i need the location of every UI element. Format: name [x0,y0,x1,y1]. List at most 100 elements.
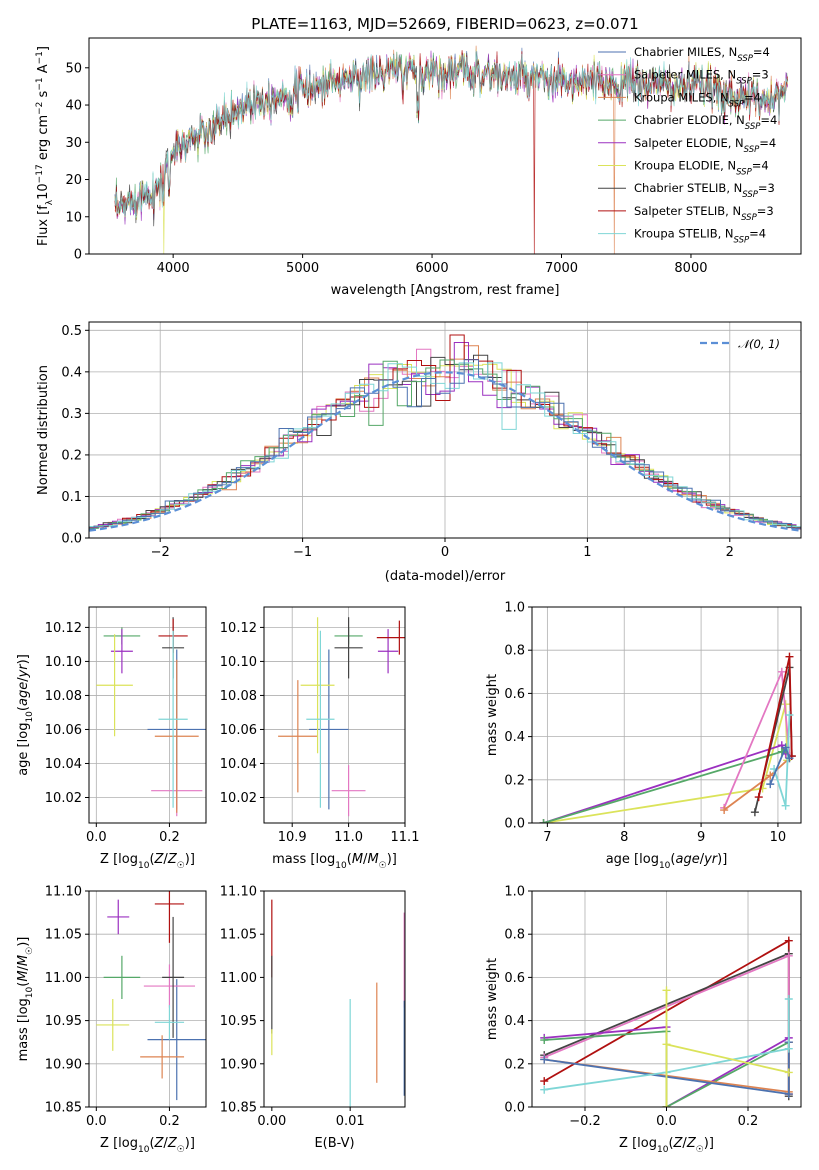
y-tick-label: 10.85 [220,1101,257,1116]
x-tick-label: 1 [583,545,591,560]
panel-age_vs_mass: 10.9 11.0 11.1 10.02 10.04 10.06 10.08 10.10 10.… [220,606,419,871]
y-tick-label: 10.02 [220,791,257,806]
y-tick-label: 1.0 [504,885,525,900]
y-tick-label: 10.02 [45,791,82,806]
axes-frame [263,890,406,1108]
x-tick-label: 7000 [545,261,578,276]
y-tick-label: 10.90 [45,1057,82,1072]
y-tick-label: 10.06 [220,723,257,738]
y-tick-label: 10.04 [45,757,82,772]
x-tick-label: 0.0 [86,1114,107,1129]
y-tick-label: 11.10 [220,885,257,900]
errorbar-point [107,899,130,935]
plot-area-residuals [89,334,801,532]
weight-marker [784,951,793,960]
weight-marker [750,808,759,817]
x-tick-label: −2 [151,545,170,560]
axes-frame [531,606,802,824]
weight-marker [784,1044,793,1053]
legend-label: Salpeter STELIB, NSSP=3 [634,204,774,223]
y-tick-label: 50 [65,61,82,76]
x-tick-label: 11.0 [334,830,363,845]
x-axis-label: Z [log10(Z/Z☉)] [100,1136,195,1155]
legend: 𝒩(0, 1) [700,337,780,351]
y-tick-label: 0.2 [504,1057,525,1072]
axes-frame [88,37,802,255]
y-tick-label: 11.05 [220,928,257,943]
weight-line [544,999,790,1091]
histogram-step [89,342,801,530]
errorbar-point [306,630,335,808]
weight-marker [662,986,671,995]
plot-area-mass_vs_ebv [271,899,405,1107]
weight-marker [662,1040,671,1049]
y-tick-label: 0.3 [61,407,82,422]
errorbar-point [376,620,405,655]
figure-title: PLATE=1163, MJD=52669, FIBERID=0623, z=0… [251,15,638,33]
y-axis-label: age [log10(age/yr)] [16,654,35,776]
histogram-step [89,359,801,530]
x-axis-label: Z [log10(Z/Z☉)] [100,852,195,871]
legend-label: Chabrier STELIB, NSSP=3 [634,181,775,200]
errorbar-point [154,659,199,813]
y-tick-label: 0.0 [504,817,525,832]
weight-marker [777,667,786,676]
weight-marker [781,743,790,752]
weight-marker [766,780,775,789]
weight-marker [785,652,794,661]
y-tick-label: 11.00 [45,971,82,986]
y-tick-label: 0.4 [504,730,525,745]
legend-label: Kroupa MILES, NSSP=4 [634,90,761,109]
weight-marker [784,995,793,1003]
weight-marker [784,1068,793,1077]
x-tick-label: 0.0 [86,830,107,845]
errorbar-point [96,999,130,1051]
y-axis-label: mass [log10(M/M☉)] [16,937,35,1062]
y-axis-label: mass weight [485,674,500,756]
panel-residuals: −2 −1 0 1 2 0.0 0.1 0.2 0.3 0.4 0.5 𝒩(0, 1) (data-mo… [36,321,802,584]
x-tick-label: −1 [293,545,312,560]
y-tick-label: 0.5 [61,324,82,339]
legend-label: Chabrier MILES, NSSP=4 [634,45,770,64]
plot-area-spectrum [114,45,788,254]
errorbar-point [377,629,399,674]
x-axis-label: mass [log10(M/M☉)] [272,852,397,871]
x-axis-label: wavelength [Angstrom, rest frame] [331,283,560,298]
legend-label: 𝒩(0, 1) [738,337,780,351]
y-axis-label: Flux [fλ10−17 erg cm−2 s−1 A−1] [35,46,55,246]
y-tick-label: 10.04 [220,757,257,772]
legend-label: Chabrier ELODIE, NSSP=4 [634,113,777,132]
axes-frame [88,890,207,1108]
panel-weight_vs_age: 7 8 9 10 0.0 0.2 0.4 0.6 0.8 1.0 age [log10(age/yr… [485,601,802,871]
x-tick-label: 0.01 [336,1114,365,1129]
y-axis-label: Normed distribution [36,365,51,495]
weight-marker [784,1090,793,1099]
histogram-step [89,362,801,530]
y-tick-label: 0.0 [504,1101,525,1116]
y-tick-label: 10.12 [220,621,257,636]
x-axis-label: E(B-V) [314,1136,354,1151]
weight-marker [785,754,794,763]
y-tick-label: 0.2 [61,448,82,463]
x-axis-label: Z [log10(Z/Z☉)] [619,1136,714,1155]
y-tick-label: 10.10 [45,655,82,670]
y-tick-label: 0.8 [504,928,525,943]
panel-age_vs_Z: 0.0 0.2 10.02 10.04 10.06 10.08 10.10 10.12 Z [l… [16,606,207,871]
errorbar-point [334,617,363,679]
y-tick-label: 10.90 [220,1057,257,1072]
axes-frame [88,606,207,824]
errorbar-point [154,1005,185,1040]
x-tick-label: 0.2 [159,1114,180,1129]
y-tick-label: 1.0 [504,601,525,616]
y-tick-label: 0.6 [504,971,525,986]
weight-marker [754,793,763,802]
errorbar-point [143,964,196,1008]
x-tick-label: 2 [726,545,734,560]
errorbar-point [300,617,335,754]
plot-area-mass_vs_Z [96,891,206,1101]
weight-marker [540,1055,549,1064]
weight-marker [785,711,794,719]
panel-mass_vs_Z: 0.0 0.2 10.85 10.90 10.95 11.00 11.05 11.10 Z [l… [16,885,207,1155]
x-tick-label: 0 [441,545,449,560]
y-tick-label: 11.10 [45,885,82,900]
